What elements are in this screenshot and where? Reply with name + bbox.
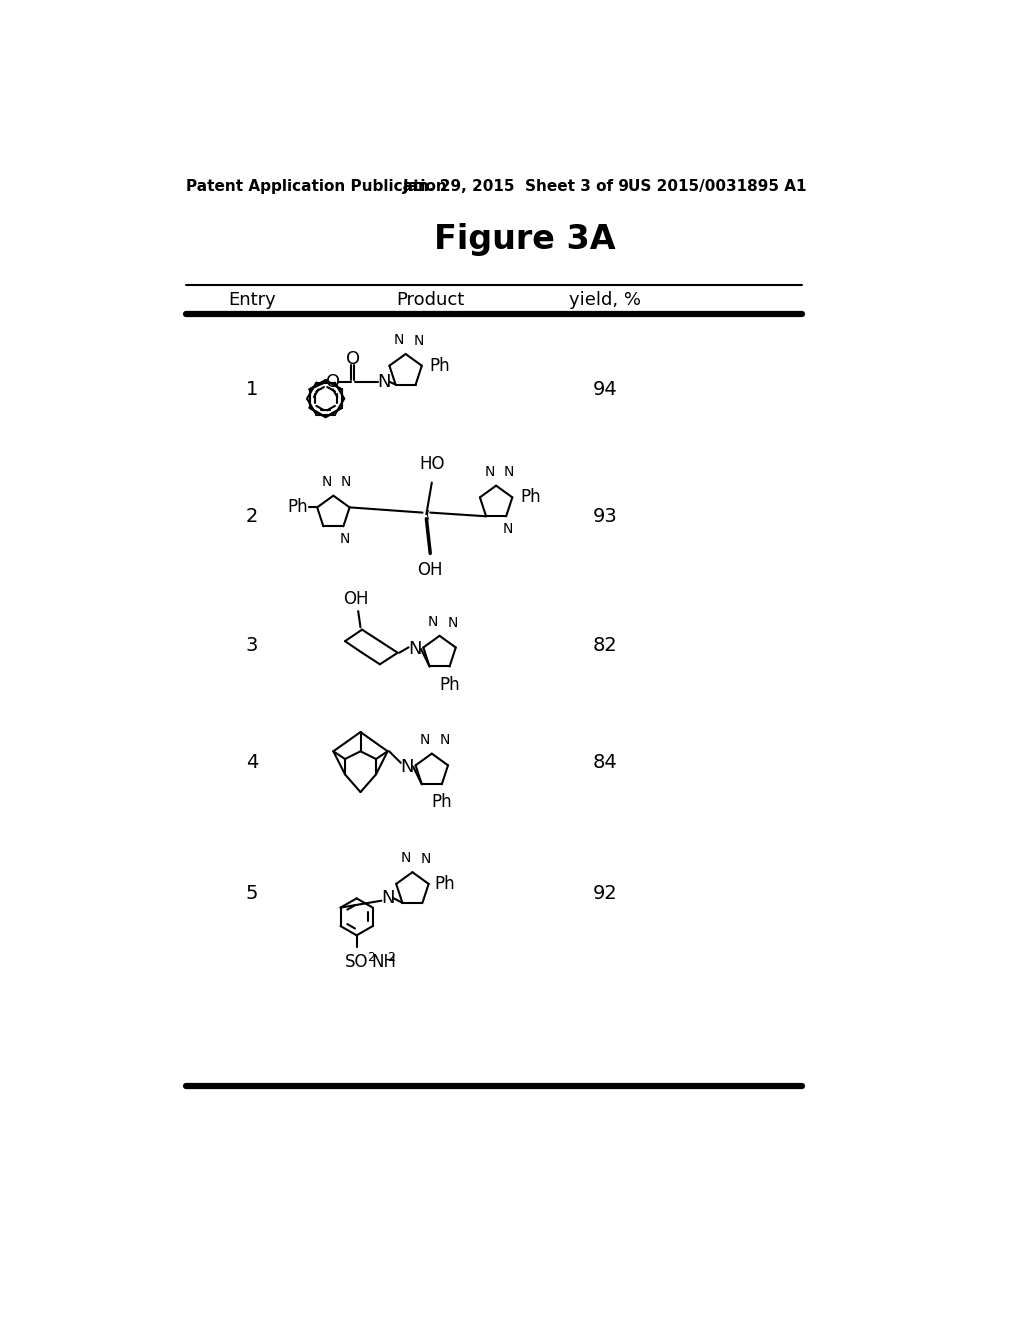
Text: Ph: Ph [430, 356, 451, 375]
Text: 5: 5 [246, 884, 258, 903]
Text: yield, %: yield, % [568, 290, 641, 309]
Text: 94: 94 [592, 380, 617, 399]
Text: Product: Product [396, 290, 464, 309]
Text: N: N [484, 465, 495, 479]
Text: N: N [322, 475, 332, 488]
Text: N: N [414, 334, 424, 348]
Text: SO: SO [345, 953, 369, 972]
Text: N: N [420, 733, 430, 747]
Text: 2: 2 [246, 507, 258, 525]
Text: OH: OH [418, 561, 443, 579]
Text: N: N [377, 372, 391, 391]
Text: Ph: Ph [288, 499, 308, 516]
Text: N: N [400, 851, 411, 866]
Text: NH: NH [372, 953, 396, 972]
Text: N: N [408, 640, 422, 657]
Text: N: N [503, 523, 513, 536]
Text: Figure 3A: Figure 3A [434, 223, 615, 256]
Text: N: N [400, 758, 414, 776]
Text: N: N [428, 615, 438, 628]
Text: N: N [341, 475, 351, 490]
Text: Entry: Entry [228, 290, 275, 309]
Text: OH: OH [343, 590, 369, 609]
Text: US 2015/0031895 A1: US 2015/0031895 A1 [628, 180, 806, 194]
Text: 84: 84 [592, 754, 617, 772]
Text: 3: 3 [246, 635, 258, 655]
Text: 1: 1 [246, 380, 258, 399]
Text: N: N [447, 615, 458, 630]
Text: Ph: Ph [435, 875, 456, 892]
Text: O: O [346, 350, 360, 368]
Text: Jan. 29, 2015  Sheet 3 of 9: Jan. 29, 2015 Sheet 3 of 9 [403, 180, 630, 194]
Text: N: N [381, 890, 394, 907]
Text: 2: 2 [367, 950, 375, 964]
Text: 82: 82 [592, 635, 617, 655]
Text: N: N [439, 734, 450, 747]
Text: 4: 4 [246, 754, 258, 772]
Text: Ph: Ph [520, 488, 541, 507]
Text: HO: HO [419, 454, 444, 473]
Text: 93: 93 [592, 507, 617, 525]
Text: N: N [504, 466, 514, 479]
Text: Patent Application Publication: Patent Application Publication [186, 180, 446, 194]
Text: O: O [326, 372, 340, 391]
Text: 92: 92 [592, 884, 617, 903]
Text: (: ( [426, 510, 430, 520]
Text: Ph: Ph [431, 793, 453, 812]
Text: Ph: Ph [439, 676, 460, 694]
Text: 2: 2 [388, 950, 395, 964]
Text: N: N [420, 851, 430, 866]
Text: N: N [393, 333, 404, 347]
Text: N: N [340, 532, 350, 546]
